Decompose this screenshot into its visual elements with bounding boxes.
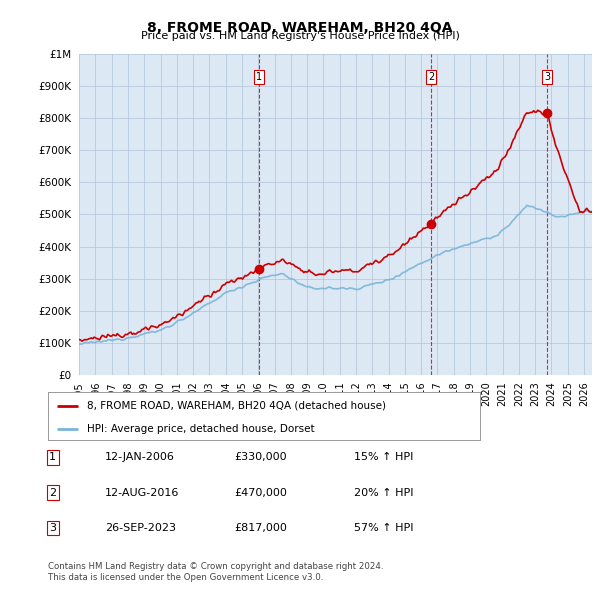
Text: 20% ↑ HPI: 20% ↑ HPI <box>354 488 413 497</box>
Text: 3: 3 <box>544 72 550 81</box>
Text: 1: 1 <box>49 453 56 462</box>
Text: £330,000: £330,000 <box>234 453 287 462</box>
Text: £470,000: £470,000 <box>234 488 287 497</box>
Text: 3: 3 <box>49 523 56 533</box>
Text: This data is licensed under the Open Government Licence v3.0.: This data is licensed under the Open Gov… <box>48 572 323 582</box>
Text: Contains HM Land Registry data © Crown copyright and database right 2024.: Contains HM Land Registry data © Crown c… <box>48 562 383 571</box>
Text: 12-JAN-2006: 12-JAN-2006 <box>105 453 175 462</box>
Text: 15% ↑ HPI: 15% ↑ HPI <box>354 453 413 462</box>
Text: 8, FROME ROAD, WAREHAM, BH20 4QA: 8, FROME ROAD, WAREHAM, BH20 4QA <box>147 21 453 35</box>
Text: 57% ↑ HPI: 57% ↑ HPI <box>354 523 413 533</box>
Text: 1: 1 <box>256 72 262 81</box>
Text: 8, FROME ROAD, WAREHAM, BH20 4QA (detached house): 8, FROME ROAD, WAREHAM, BH20 4QA (detach… <box>87 401 386 411</box>
Text: 26-SEP-2023: 26-SEP-2023 <box>105 523 176 533</box>
Text: 2: 2 <box>428 72 434 81</box>
Text: 2: 2 <box>49 488 56 497</box>
Text: 12-AUG-2016: 12-AUG-2016 <box>105 488 179 497</box>
Text: Price paid vs. HM Land Registry's House Price Index (HPI): Price paid vs. HM Land Registry's House … <box>140 31 460 41</box>
Text: HPI: Average price, detached house, Dorset: HPI: Average price, detached house, Dors… <box>87 424 314 434</box>
Text: £817,000: £817,000 <box>234 523 287 533</box>
